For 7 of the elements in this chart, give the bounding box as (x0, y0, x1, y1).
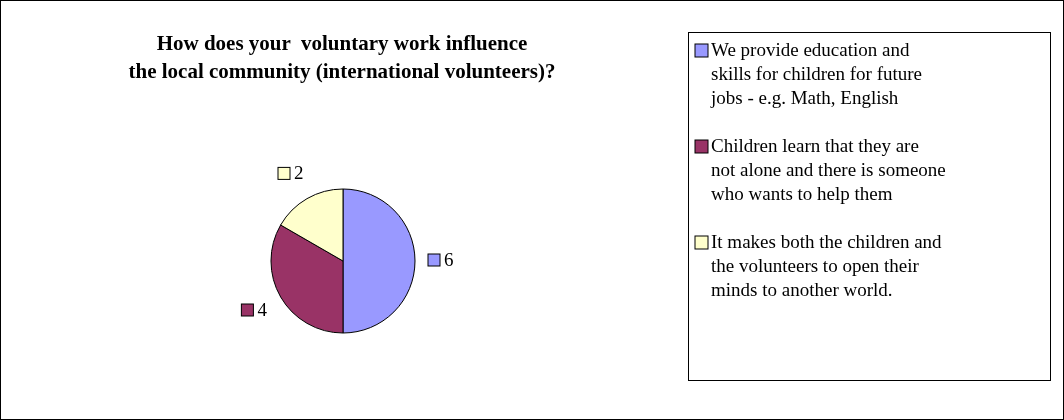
data-label: 2 (294, 162, 304, 184)
legend-label: It makes both the children and the volunteers to open their minds to another world. (711, 231, 943, 300)
text: How does your voluntary work influence the local community (international volunteers)? (128, 31, 556, 83)
data-label: 4 (257, 299, 268, 320)
legend-label: Children learn that they are not alone and there is someone who wants to help them (711, 135, 946, 204)
legend-label: We provide education and skills for children for future jobs - e.g. Math, English (710, 39, 923, 108)
data-label: 6 (444, 249, 454, 270)
